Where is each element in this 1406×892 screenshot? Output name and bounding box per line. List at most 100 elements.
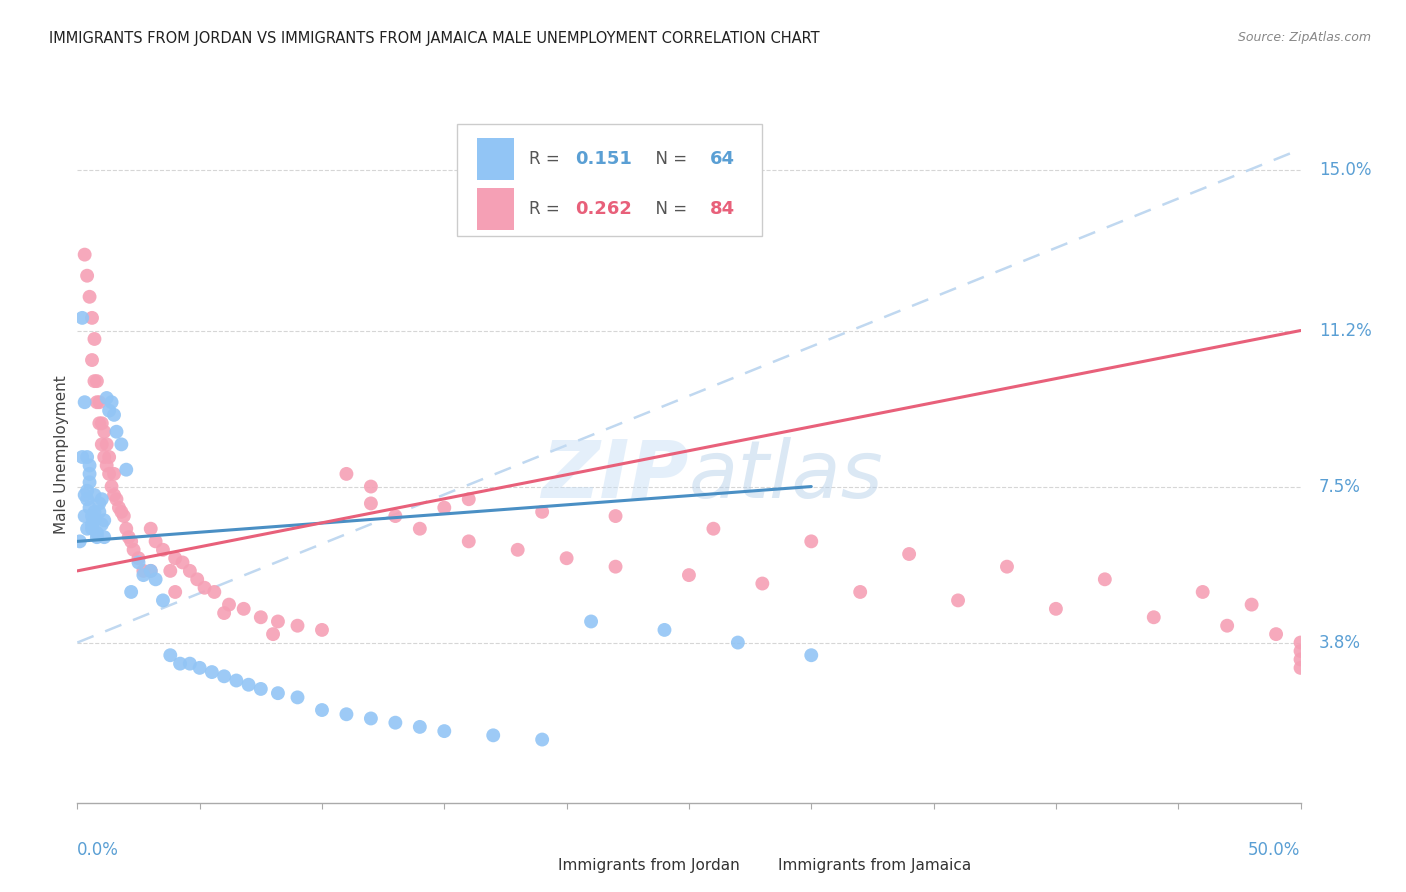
Point <box>225 673 247 688</box>
Point <box>76 268 98 283</box>
Point <box>311 623 333 637</box>
Point <box>605 509 627 524</box>
Point <box>93 450 115 464</box>
Point <box>1191 585 1213 599</box>
Point <box>90 417 112 431</box>
Bar <box>738 849 769 880</box>
Point <box>76 492 98 507</box>
Point <box>169 657 191 671</box>
Point <box>678 568 700 582</box>
Point <box>127 551 149 566</box>
Point <box>1289 652 1312 666</box>
Point <box>96 391 118 405</box>
Point <box>800 534 823 549</box>
Point <box>555 551 578 566</box>
Point <box>83 332 105 346</box>
Point <box>139 564 162 578</box>
Point <box>115 522 138 536</box>
Text: atlas: atlas <box>689 437 884 515</box>
Point <box>80 509 103 524</box>
Point <box>179 657 201 671</box>
Point <box>1265 627 1288 641</box>
Point <box>145 534 167 549</box>
Point <box>232 602 254 616</box>
Bar <box>477 138 515 180</box>
Point <box>90 437 112 451</box>
Point <box>76 483 98 498</box>
Point <box>100 479 122 493</box>
Point <box>80 517 103 532</box>
Point <box>946 593 969 607</box>
Point <box>1094 572 1116 586</box>
Point <box>79 467 101 481</box>
Point <box>89 496 111 510</box>
Point <box>93 513 115 527</box>
Point <box>86 374 108 388</box>
Point <box>86 530 108 544</box>
Point <box>139 522 162 536</box>
Point <box>76 522 98 536</box>
Point <box>186 572 208 586</box>
Text: Source: ZipAtlas.com: Source: ZipAtlas.com <box>1237 31 1371 45</box>
Point <box>433 500 456 515</box>
Point <box>165 551 187 566</box>
Point <box>103 467 125 481</box>
Point <box>139 564 162 578</box>
Point <box>654 623 676 637</box>
Point <box>212 669 235 683</box>
Point <box>287 690 309 705</box>
Point <box>96 458 118 473</box>
Point <box>98 467 121 481</box>
Point <box>800 648 823 663</box>
FancyBboxPatch shape <box>457 124 762 235</box>
Point <box>1289 661 1312 675</box>
Text: IMMIGRANTS FROM JORDAN VS IMMIGRANTS FROM JAMAICA MALE UNEMPLOYMENT CORRELATION : IMMIGRANTS FROM JORDAN VS IMMIGRANTS FRO… <box>49 31 820 46</box>
Text: 0.0%: 0.0% <box>77 841 120 859</box>
Point <box>482 728 505 742</box>
Point <box>112 509 135 524</box>
Point <box>80 522 103 536</box>
Point <box>1289 644 1312 658</box>
Point <box>727 635 749 649</box>
Point <box>79 290 101 304</box>
Point <box>751 576 773 591</box>
Point <box>120 585 142 599</box>
Text: 0.262: 0.262 <box>575 201 633 219</box>
Point <box>360 496 382 510</box>
Point <box>73 247 96 261</box>
Point <box>531 505 554 519</box>
Point <box>898 547 921 561</box>
Point <box>70 310 93 325</box>
Point <box>287 618 309 632</box>
Point <box>457 534 479 549</box>
Point <box>179 564 201 578</box>
Point <box>79 500 101 515</box>
Point <box>262 627 284 641</box>
Point <box>1289 635 1312 649</box>
Point <box>122 542 145 557</box>
Point <box>93 425 115 439</box>
Text: 3.8%: 3.8% <box>1319 633 1361 651</box>
Point <box>193 581 215 595</box>
Point <box>201 665 224 679</box>
Point <box>165 585 187 599</box>
Point <box>120 534 142 549</box>
Point <box>73 395 96 409</box>
Point <box>89 505 111 519</box>
Point <box>83 505 105 519</box>
Point <box>89 395 111 409</box>
Point <box>152 542 174 557</box>
Point <box>506 542 529 557</box>
Point <box>103 408 125 422</box>
Text: R =: R = <box>529 201 565 219</box>
Point <box>409 720 432 734</box>
Point <box>70 450 93 464</box>
Point <box>212 606 235 620</box>
Point <box>145 572 167 586</box>
Point <box>250 681 273 696</box>
Point <box>103 488 125 502</box>
Point <box>238 678 260 692</box>
Text: ZIP: ZIP <box>541 437 689 515</box>
Point <box>267 615 290 629</box>
Point <box>83 374 105 388</box>
